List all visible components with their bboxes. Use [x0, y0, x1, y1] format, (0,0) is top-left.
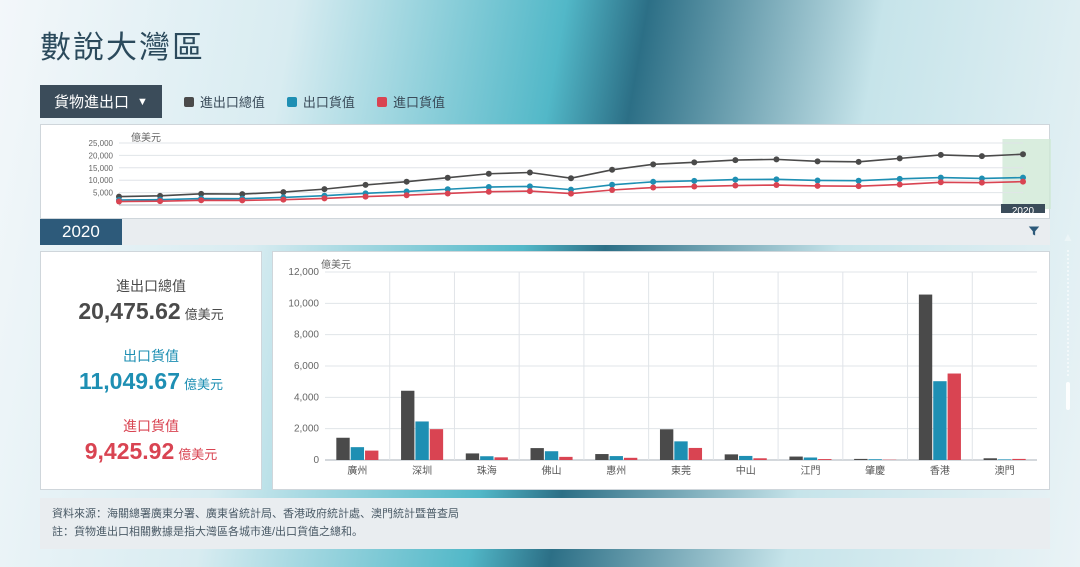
- city-bar-panel: 億美元 0 2,000 4,000 6,000 8,000 10,000 12,000 廣州 深…: [272, 251, 1050, 490]
- legend-item[interactable]: 進口貨值: [377, 92, 445, 111]
- svg-text:12,000: 12,000: [288, 267, 319, 278]
- kpi-panel: 進出口總值20,475.62億美元出口貨值11,049.67億美元進口貨值9,4…: [40, 251, 262, 490]
- legend: 進出口總值 出口貨值 進口貨值: [184, 92, 445, 111]
- svg-text:25,000: 25,000: [89, 139, 114, 148]
- year-tab[interactable]: 2020: [40, 219, 122, 245]
- svg-text:肇慶: 肇慶: [865, 464, 885, 477]
- svg-text:深圳: 深圳: [412, 465, 432, 477]
- svg-text:東莞: 東莞: [671, 464, 691, 477]
- kpi-label: 進出口總值: [47, 276, 255, 296]
- legend-label: 進口貨值: [393, 92, 445, 111]
- legend-swatch: [287, 97, 297, 107]
- legend-swatch: [377, 97, 387, 107]
- svg-text:佛山: 佛山: [542, 464, 562, 477]
- svg-text:2020: 2020: [1012, 206, 1035, 213]
- svg-text:2,000: 2,000: [294, 424, 319, 435]
- svg-text:8,000: 8,000: [294, 330, 319, 341]
- svg-text:5,000: 5,000: [93, 189, 114, 198]
- kpi-value: 9,425.92億美元: [47, 438, 255, 465]
- legend-label: 進出口總值: [200, 92, 265, 111]
- kpi-block: 進出口總值20,475.62億美元: [47, 276, 255, 325]
- svg-text:20,000: 20,000: [89, 151, 114, 160]
- kpi-block: 進口貨值9,425.92億美元: [47, 416, 255, 465]
- svg-text:0: 0: [313, 455, 319, 466]
- svg-text:珠海: 珠海: [477, 464, 497, 477]
- kpi-label: 進口貨值: [47, 416, 255, 436]
- year-bar: 2020: [40, 219, 1050, 245]
- chevron-down-icon: ▼: [137, 96, 148, 108]
- metric-dropdown[interactable]: 貨物進出口 ▼: [40, 85, 162, 118]
- page-title: 數說大灣區: [40, 22, 1050, 67]
- svg-text:15,000: 15,000: [89, 164, 114, 173]
- kpi-unit: 億美元: [185, 307, 224, 322]
- filter-icon[interactable]: [1028, 224, 1050, 240]
- city-bar-chart[interactable]: 0 2,000 4,000 6,000 8,000 10,000 12,000 廣州 深圳 珠海 佛…: [273, 252, 1049, 484]
- legend-swatch: [184, 97, 194, 107]
- line-chart-unit: 億美元: [131, 129, 161, 144]
- metric-dropdown-label: 貨物進出口: [54, 91, 129, 112]
- kpi-value: 20,475.62億美元: [47, 298, 255, 325]
- footnote: 資料來源：海關總署廣東分署、廣東省統計局、香港政府統計處、澳門統計暨普查局 註：…: [40, 498, 1050, 549]
- kpi-label: 出口貨值: [47, 346, 255, 366]
- kpi-value: 11,049.67億美元: [47, 368, 255, 395]
- legend-item[interactable]: 進出口總值: [184, 92, 265, 111]
- svg-text:澳門: 澳門: [995, 464, 1015, 477]
- svg-text:江門: 江門: [800, 465, 820, 477]
- svg-text:香港: 香港: [930, 465, 950, 477]
- svg-text:中山: 中山: [736, 464, 756, 477]
- kpi-unit: 億美元: [184, 377, 223, 392]
- kpi-block: 出口貨值11,049.67億美元: [47, 346, 255, 395]
- footnote-note: 註：貨物進出口相關數據是指大灣區各城市進/出口貨值之總和。: [52, 524, 1038, 542]
- controls-bar: 貨物進出口 ▼ 進出口總值 出口貨值 進口貨值: [40, 85, 1050, 118]
- legend-item[interactable]: 出口貨值: [287, 92, 355, 111]
- svg-text:10,000: 10,000: [288, 298, 319, 309]
- svg-text:4,000: 4,000: [294, 392, 319, 403]
- bar-chart-unit: 億美元: [321, 256, 351, 271]
- svg-text:10,000: 10,000: [89, 176, 114, 185]
- svg-text:6,000: 6,000: [294, 361, 319, 372]
- legend-label: 出口貨值: [303, 92, 355, 111]
- svg-text:惠州: 惠州: [606, 464, 626, 477]
- svg-text:廣州: 廣州: [347, 464, 367, 477]
- kpi-unit: 億美元: [178, 447, 217, 462]
- footnote-source: 資料來源：海關總署廣東分署、廣東省統計局、香港政府統計處、澳門統計暨普查局: [52, 506, 1038, 524]
- scroll-indicator: ▲: [1062, 230, 1074, 410]
- timeseries-panel: 億美元 5,000 10,000 15,000 20,000 25,000 2020: [40, 124, 1050, 219]
- timeseries-chart[interactable]: 5,000 10,000 15,000 20,000 25,000 2020: [41, 125, 1051, 213]
